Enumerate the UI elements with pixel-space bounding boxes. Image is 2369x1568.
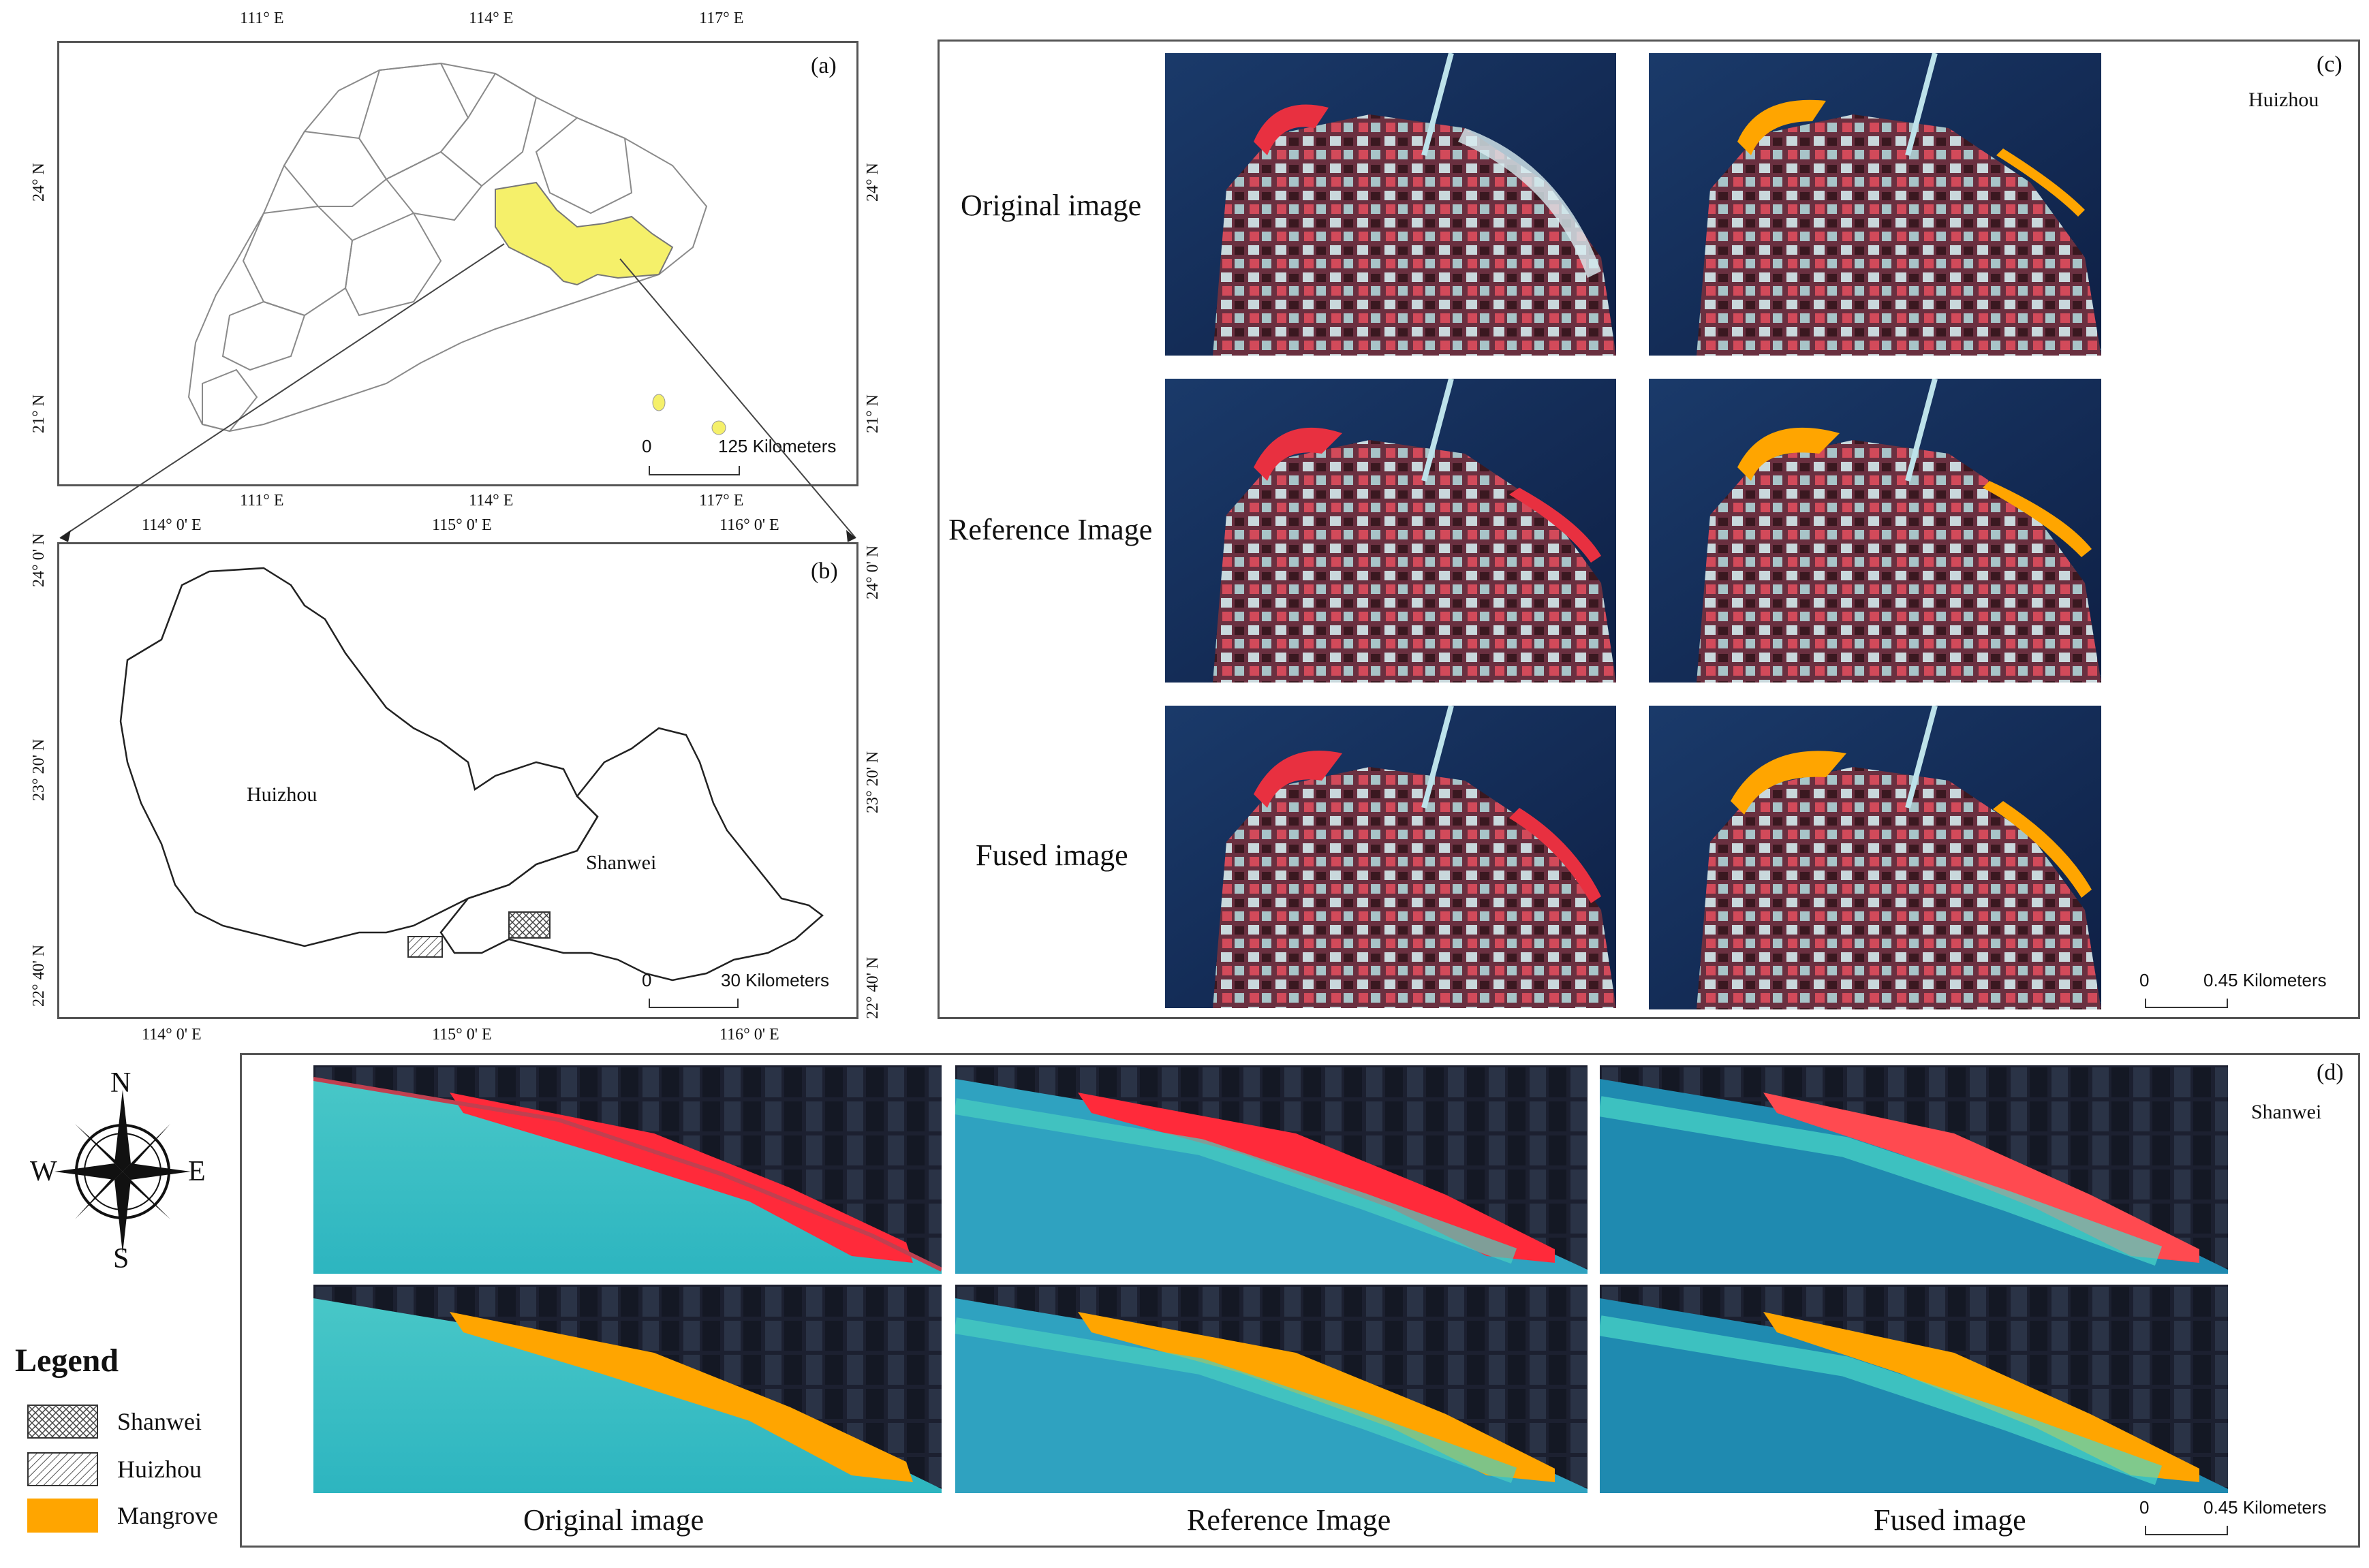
shanwei-fused-image (1600, 1065, 2228, 1274)
shanwei-outline (439, 727, 824, 982)
panel-c-scale-zero: 0 (2139, 970, 2150, 990)
panel-c-letter: (c) (2317, 52, 2342, 77)
guangdong-province-map (187, 62, 726, 435)
panel-b-scale-zero: 0 (642, 970, 652, 990)
panel-b-letter: (b) (811, 559, 838, 584)
mangrove-swatch-icon (27, 1499, 98, 1533)
shanwei-study-box (508, 911, 551, 939)
compass-east: E (188, 1156, 206, 1187)
panel-d-column-label: Fused image (1874, 1503, 2026, 1537)
panel-a-map (57, 41, 858, 486)
panel-d-scale-zero: 0 (2139, 1497, 2150, 1518)
panel-a-bottom-tick: 114° E (469, 492, 514, 509)
panel-d-scale-line (2145, 1526, 2228, 1535)
panel-c-region: Huizhou (2248, 89, 2319, 111)
legend-item-huizhou: Huizhou (27, 1452, 202, 1486)
panel-b-top-tick: 115° 0' E (432, 516, 492, 534)
panel-b-map (57, 542, 858, 1019)
panel-a-top-tick: 111° E (240, 10, 284, 27)
huizhou-study-box (407, 936, 443, 958)
panel-a-top-tick: 114° E (469, 10, 514, 27)
shanwei-reference-classified (955, 1285, 1588, 1493)
panel-a-scale-label: 125 Kilometers (718, 436, 837, 456)
panel-b-top-tick: 116° 0' E (719, 516, 779, 534)
panel-d-region: Shanwei (2251, 1101, 2322, 1123)
legend: Legend Shanwei Huizhou Mangrove (15, 1342, 233, 1546)
huizhou-reference-image (1165, 379, 1616, 683)
panel-b-scale-label: 30 Kilometers (721, 970, 829, 990)
panel-b-left-tick: 22° 40' N (30, 944, 48, 1007)
legend-label: Shanwei (117, 1408, 202, 1435)
legend-item-mangrove: Mangrove (27, 1499, 218, 1533)
huizhou-outline (119, 567, 599, 947)
huizhou-label: Huizhou (247, 783, 318, 806)
panel-b-bottom-tick: 115° 0' E (432, 1026, 492, 1044)
panel-a-bottom-tick: 111° E (240, 492, 284, 509)
compass-west: W (30, 1156, 57, 1187)
highlight-region-shape (495, 181, 674, 286)
panel-d-column-label: Original image (523, 1503, 704, 1537)
shanwei-original-image (313, 1065, 942, 1274)
panel-b-right-tick: 23° 20' N (864, 751, 882, 813)
legend-label: Mangrove (117, 1502, 218, 1529)
huizhou-shanwei-map (119, 567, 824, 982)
shanwei-label: Shanwei (586, 851, 657, 874)
panel-a-scale-zero: 0 (642, 436, 652, 456)
legend-title: Legend (15, 1343, 119, 1379)
panel-b-left-tick: 23° 20' N (30, 738, 48, 801)
panel-b-bottom-tick: 114° 0' E (142, 1026, 202, 1044)
panel-d-column-label: Reference Image (1187, 1503, 1391, 1537)
panel-c-row-label: Reference Image (948, 513, 1153, 546)
shanwei-reference-image (955, 1065, 1588, 1274)
huizhou-original-classified (1649, 53, 2101, 356)
compass-north: N (110, 1067, 131, 1099)
panel-a-scale-line (649, 466, 740, 475)
crosshatch-swatch-icon (27, 1405, 98, 1439)
panel-d-letter: (d) (2317, 1060, 2344, 1085)
panel-b-right-tick: 24° 0' N (864, 545, 882, 599)
panel-a-bottom-tick: 117° E (699, 492, 744, 509)
shanwei-fused-classified (1600, 1285, 2228, 1493)
huizhou-original-image (1165, 53, 1616, 356)
huizhou-reference-classified (1649, 379, 2101, 683)
panel-b-right-tick: 22° 40' N (864, 956, 882, 1019)
shanwei-original-classified (313, 1285, 942, 1493)
compass-south: S (113, 1243, 129, 1274)
panel-c-scale-label: 0.45 Kilometers (2203, 970, 2327, 990)
compass-rose-icon (55, 1090, 191, 1253)
legend-item-shanwei: Shanwei (27, 1405, 202, 1439)
legend-label: Huizhou (117, 1456, 202, 1483)
panel-b-top-tick: 114° 0' E (142, 516, 202, 534)
huizhou-fused-classified (1649, 706, 2101, 1009)
panel-b-bottom-tick: 116° 0' E (719, 1026, 779, 1044)
diagonal-hatch-swatch-icon (27, 1452, 98, 1486)
compass-rose: N S W E (27, 1067, 218, 1274)
panel-c-row-label: Fused image (976, 838, 1128, 872)
panel-b-scale-line (649, 999, 739, 1008)
panel-d-scale-label: 0.45 Kilometers (2203, 1497, 2327, 1518)
panel-a-letter: (a) (811, 53, 837, 78)
panel-a-top-tick: 117° E (699, 10, 744, 27)
huizhou-fused-image (1165, 706, 1616, 1008)
panel-c-scale-line (2145, 999, 2228, 1008)
panel-b-left-tick: 24° 0' N (30, 533, 48, 587)
panel-c-row-label: Original image (961, 189, 1142, 222)
